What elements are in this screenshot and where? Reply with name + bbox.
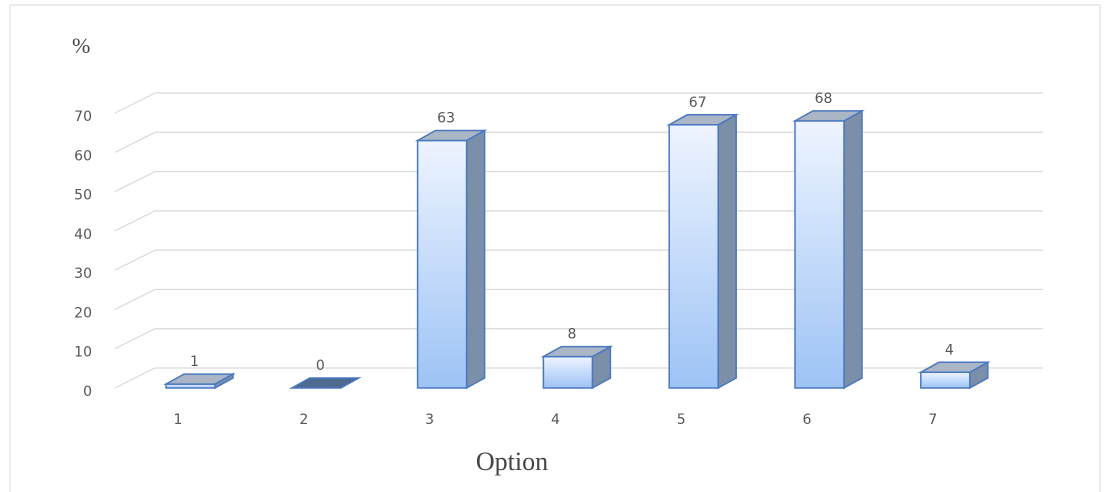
bar [668, 124, 719, 389]
grid-line [114, 92, 1043, 114]
frame [9, 4, 1101, 492]
y-tick-label: 60 [74, 148, 92, 164]
bar-side [843, 109, 863, 390]
y-tick-label: 0 [83, 384, 92, 400]
bar [920, 371, 971, 389]
grid-line [114, 367, 1043, 389]
bar-side [465, 129, 486, 390]
grid-line [114, 249, 1043, 271]
value-label: 8 [567, 327, 576, 343]
bar-top [666, 114, 740, 126]
grid-line [114, 170, 1043, 193]
value-label: 67 [689, 95, 707, 111]
bar [542, 355, 594, 389]
bar-top [540, 345, 614, 358]
bar-top [163, 373, 236, 385]
bar [416, 139, 468, 389]
value-label: 1 [190, 354, 199, 370]
y-tick-label: 70 [74, 109, 92, 125]
grid-line [114, 131, 1043, 153]
bar [794, 120, 845, 389]
value-label: 68 [815, 91, 833, 107]
value-label: 0 [316, 358, 325, 374]
bar-top [288, 377, 362, 389]
x-tick-label: 7 [928, 412, 937, 428]
bar-top [792, 110, 865, 122]
grid-line [114, 328, 1043, 350]
value-label: 4 [945, 342, 954, 358]
grid-line [114, 210, 1043, 232]
bar-top [917, 361, 991, 374]
x-axis-label: Option [476, 447, 548, 476]
x-tick-label: 1 [174, 412, 183, 428]
value-label: 63 [437, 111, 455, 127]
x-tick-label: 4 [551, 412, 560, 428]
grid-line [114, 288, 1043, 310]
y-tick-label: 30 [74, 266, 92, 282]
x-tick-label: 3 [425, 412, 434, 428]
y-axis-label: % [72, 33, 90, 58]
x-tick-label: 2 [299, 412, 308, 428]
y-tick-label: 50 [74, 188, 92, 204]
x-tick-label: 6 [803, 412, 812, 428]
bar-top [414, 129, 488, 142]
y-tick-label: 40 [74, 227, 92, 243]
y-tick-label: 20 [74, 305, 92, 321]
y-tick-label: 10 [74, 345, 92, 361]
x-tick-label: 5 [677, 412, 686, 428]
bar-side [717, 113, 737, 390]
